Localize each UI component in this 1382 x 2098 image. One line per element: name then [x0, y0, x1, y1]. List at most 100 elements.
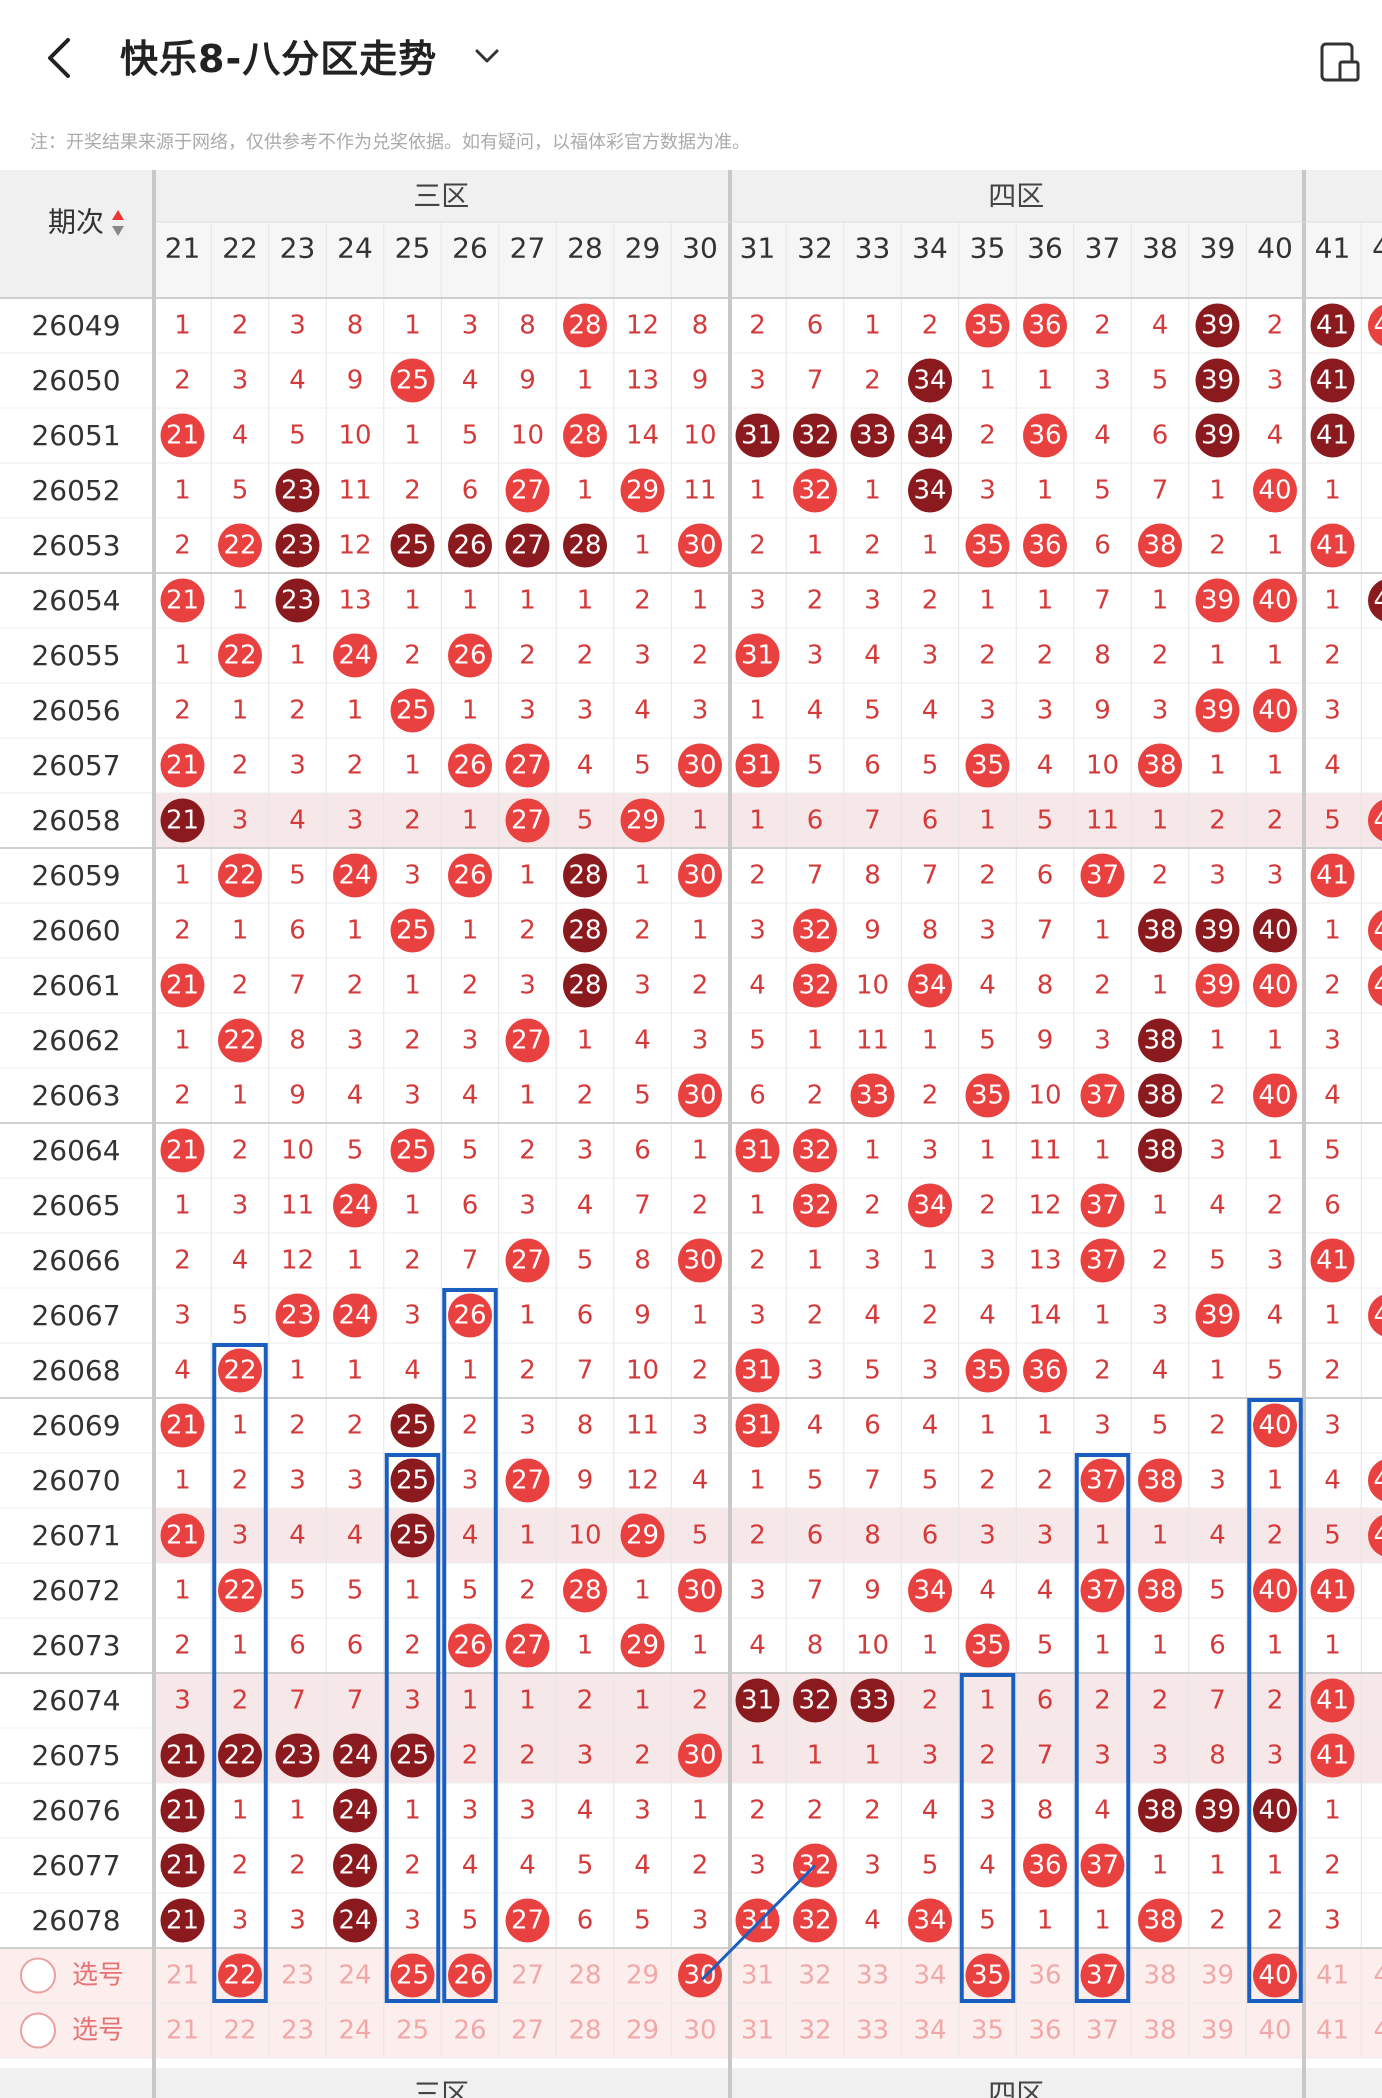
- drawn-number-ball: [1253, 908, 1297, 953]
- omission-value: 5: [922, 1851, 939, 1881]
- omission-value: 4: [1267, 421, 1284, 451]
- drawn-number-ball: [218, 523, 262, 568]
- drawn-number-33: 33: [856, 1686, 889, 1716]
- selected-pick-ball[interactable]: [678, 1953, 722, 1998]
- omission-value: 1: [1267, 751, 1284, 781]
- drawn-number-35: 35: [971, 531, 1004, 561]
- selected-pick-ball[interactable]: [1253, 1953, 1297, 1998]
- omission-value: 2: [232, 1466, 249, 1496]
- drawn-number-39: 39: [1201, 971, 1234, 1001]
- selected-pick-ball[interactable]: [965, 1953, 1010, 1998]
- omission-value: 2: [519, 641, 536, 671]
- selected-pick-ball[interactable]: [218, 1953, 262, 1998]
- number-header-27: 27: [510, 232, 546, 265]
- drawn-number-ball: [1310, 358, 1355, 403]
- omission-value: 2: [174, 366, 191, 396]
- drawn-number-25: 25: [396, 1741, 429, 1771]
- pick-number-34: 34: [913, 1961, 946, 1991]
- drawn-number-ball: [1253, 578, 1297, 623]
- drawn-number-28: 28: [568, 421, 601, 451]
- drawn-number-ball: [1195, 908, 1240, 953]
- drawn-number-21: 21: [166, 1851, 199, 1881]
- selected-pick-ball[interactable]: [1080, 1953, 1125, 1998]
- omission-value: 5: [462, 1576, 479, 1606]
- period-26076: 26076: [31, 1794, 120, 1827]
- zone-label-0: 三区: [413, 180, 469, 213]
- omission-value: 10: [683, 421, 716, 451]
- sort-down-icon[interactable]: [112, 226, 124, 236]
- selected-pick-ball[interactable]: [390, 1953, 435, 1998]
- period-26062: 26062: [31, 1024, 120, 1057]
- drawn-number-35: 35: [971, 1081, 1004, 1111]
- drawn-number-24: 24: [338, 1796, 371, 1826]
- drawn-number-ball: [275, 468, 320, 513]
- sort-up-icon[interactable]: [112, 210, 124, 220]
- drawn-number-30: 30: [683, 1741, 716, 1771]
- drawn-number-31: 31: [741, 421, 774, 451]
- omission-value: 10: [1086, 751, 1119, 781]
- omission-value: 1: [519, 1521, 536, 1551]
- drawn-number-ball: [1080, 1458, 1125, 1503]
- omission-value: 5: [692, 1521, 709, 1551]
- drawn-number-ball: [678, 1568, 722, 1613]
- omission-value: 4: [1037, 751, 1054, 781]
- selected-pick-ball[interactable]: [448, 1953, 492, 1998]
- drawn-number-ball: [1195, 358, 1240, 403]
- omission-value: 1: [462, 1356, 479, 1386]
- drawn-number-24: 24: [338, 1851, 371, 1881]
- omission-value: 2: [1267, 311, 1284, 341]
- drawn-number-32: 32: [798, 476, 831, 506]
- omission-value: 8: [1209, 1741, 1226, 1771]
- drawn-number-ball: [333, 1183, 377, 1228]
- pick-number-24: 24: [338, 2016, 371, 2046]
- omission-value: 2: [864, 531, 881, 561]
- drawn-number-32: 32: [798, 421, 831, 451]
- omission-value: 1: [174, 861, 191, 891]
- drawn-number-27: 27: [511, 1246, 544, 1276]
- omission-value: 3: [404, 1906, 421, 1936]
- drawn-number-ball: [1253, 468, 1297, 513]
- omission-value: 3: [979, 1796, 996, 1826]
- omission-value: 1: [347, 696, 364, 726]
- omission-value: 2: [922, 1301, 939, 1331]
- back-arrow-icon[interactable]: [40, 30, 80, 86]
- omission-value: 3: [922, 1741, 939, 1771]
- drawn-number-ball: [1138, 1458, 1182, 1503]
- drawn-number-ball: [1195, 688, 1240, 733]
- drawn-number-ball: [1195, 1293, 1240, 1338]
- omission-value: 1: [1267, 531, 1284, 561]
- omission-value: 2: [1209, 1081, 1226, 1111]
- drawn-number-ball: [735, 1898, 780, 1943]
- layout-toggle-icon[interactable]: [1318, 40, 1362, 84]
- zone-divider-1: [728, 170, 732, 2098]
- omission-value: 3: [519, 696, 536, 726]
- drawn-number-ball: [563, 1568, 607, 1613]
- pick-number-40: 40: [1258, 2016, 1291, 2046]
- drawn-number-39: 39: [1201, 586, 1234, 616]
- pick-radio[interactable]: [20, 1957, 56, 1994]
- chevron-down-icon[interactable]: [472, 44, 502, 68]
- drawn-number-38: 38: [1143, 751, 1176, 781]
- omission-value: 1: [1037, 366, 1054, 396]
- drawn-number-ball: [218, 853, 262, 898]
- drawn-number-26: 26: [453, 861, 486, 891]
- disclaimer-note: 注：开奖结果来源于网络，仅供参考不作为兑奖依据。如有疑问，以福体彩官方数据为准。: [30, 132, 750, 153]
- omission-value: 1: [1267, 1466, 1284, 1496]
- omission-value: 2: [1152, 641, 1169, 671]
- drawn-number-ball: [160, 1128, 205, 1173]
- drawn-number-27: 27: [511, 1631, 544, 1661]
- period-26069: 26069: [31, 1409, 120, 1442]
- drawn-number-21: 21: [166, 1411, 199, 1441]
- drawn-number-ball: [793, 1128, 837, 1173]
- page-title[interactable]: 快乐8-八分区走势: [120, 37, 438, 81]
- omission-value: 2: [404, 1026, 421, 1056]
- drawn-number-ball: [390, 1403, 435, 1448]
- omission-value: 4: [864, 641, 881, 671]
- omission-value: 3: [1094, 366, 1111, 396]
- omission-value: 1: [462, 806, 479, 836]
- omission-value: 3: [1324, 1026, 1341, 1056]
- drawn-number-40: 40: [1258, 1411, 1291, 1441]
- omission-value: 1: [1267, 641, 1284, 671]
- pick-radio[interactable]: [20, 2012, 56, 2049]
